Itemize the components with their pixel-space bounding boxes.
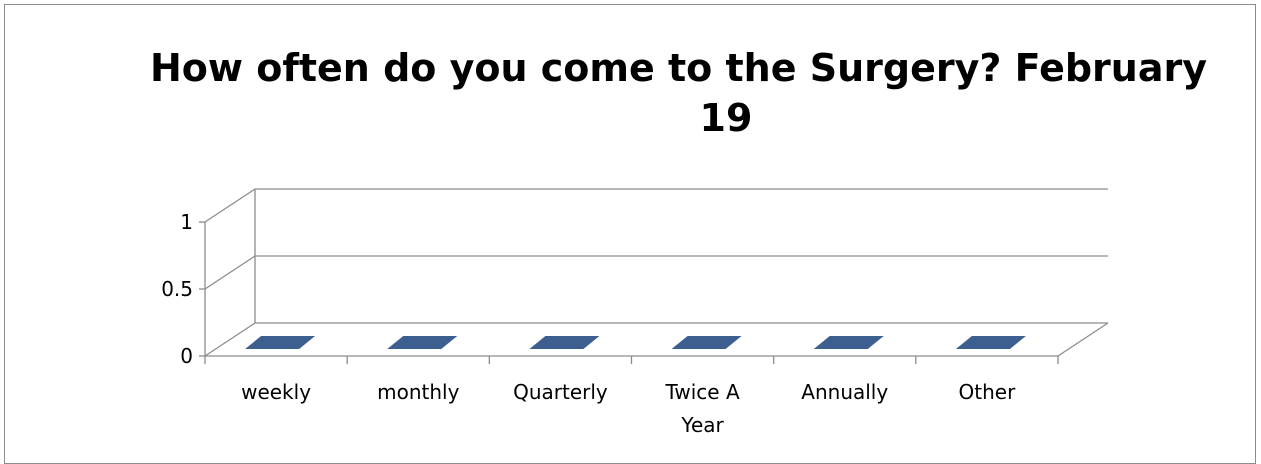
x-label-1-0: monthly [377, 380, 459, 404]
x-label-0-0: weekly [241, 380, 311, 404]
bar-0 [245, 336, 316, 349]
y-tick-label-2: 1 [180, 210, 193, 234]
bar-top-5 [955, 336, 1026, 349]
bar-top-4 [813, 336, 884, 349]
chart-title-line-2: 19 [700, 96, 753, 140]
chart-title-line-1: How often do you come to the Surgery? Fe… [150, 46, 1207, 90]
bar-1 [387, 336, 458, 349]
x-axis [204, 356, 1059, 364]
bar-2 [529, 336, 600, 349]
bar-5 [955, 336, 1026, 349]
x-label-3-0: Twice A [664, 380, 739, 404]
floor-right-edge [1057, 322, 1109, 357]
bar-4 [813, 336, 884, 349]
gridline-diagonal-0 [204, 322, 256, 357]
gridlines [204, 188, 1108, 357]
y-tick-label-1: 0.5 [161, 277, 193, 301]
gridline-diagonal-2 [204, 188, 256, 223]
bar-top-1 [387, 336, 458, 349]
x-tick-labels: weekly monthly Quarterly Twice A Year Annuall… [241, 380, 1016, 437]
bar-top-3 [671, 336, 742, 349]
x-label-3-1: Year [680, 413, 724, 437]
x-label-2-0: Quarterly [513, 380, 608, 404]
chart-title: How often do you come to the Surgery? Fe… [150, 46, 1207, 140]
bar-top-0 [245, 336, 316, 349]
y-tick-label-0: 0 [180, 344, 193, 368]
x-label-5-0: Other [959, 380, 1017, 404]
bar-3 [671, 336, 742, 349]
bar-top-2 [529, 336, 600, 349]
x-label-4-0: Annually [801, 380, 888, 404]
bars [245, 336, 1026, 349]
chart-walls [204, 189, 1109, 357]
gridline-diagonal-1 [204, 255, 256, 290]
y-axis: 00.51 [161, 210, 205, 368]
